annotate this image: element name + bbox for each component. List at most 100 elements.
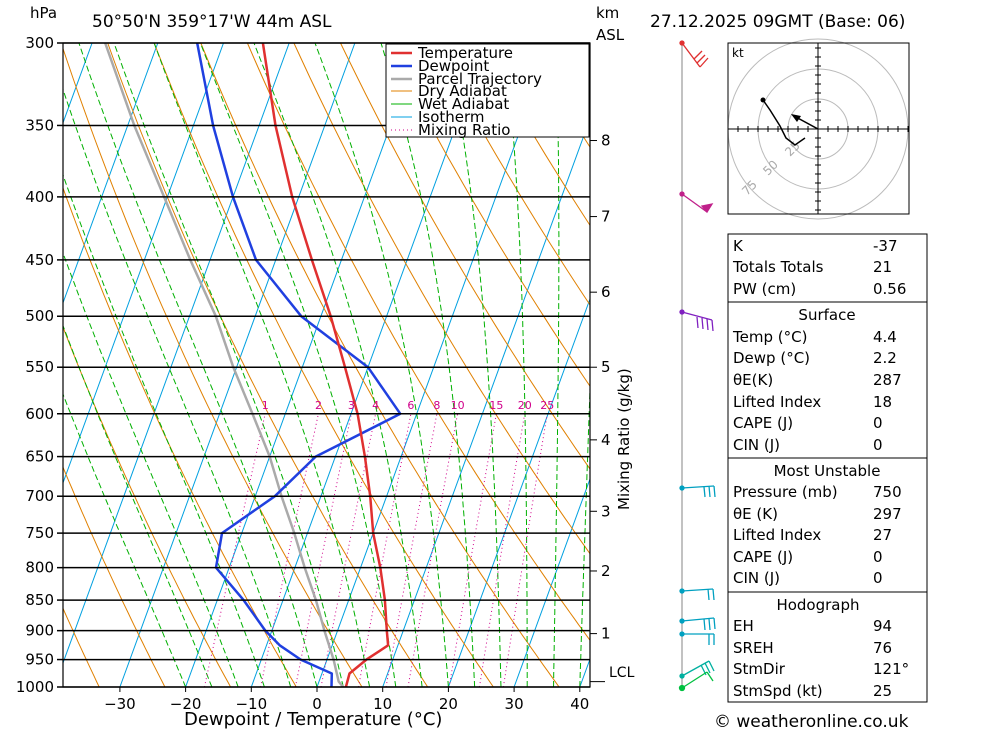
temperature-tick-label: −20 [170, 695, 202, 713]
mixing-ratio-axis-title: Mixing Ratio (g/kg) [615, 368, 633, 510]
stmdir-label: StmDir [733, 660, 786, 678]
legend: Temperature Dewpoint Parcel Trajectory D… [385, 43, 590, 139]
mu-pressure-value: 750 [873, 483, 902, 501]
stmspd-label: StmSpd (kt) [733, 682, 823, 700]
wind-barb-surface [678, 671, 714, 692]
mixing-ratio-label: 25 [540, 399, 554, 412]
legend-wet-adiabat: Wet Adiabat [418, 95, 509, 113]
pw-value: 0.56 [873, 280, 906, 298]
mixing-ratio-label: 6 [407, 399, 414, 412]
isotherm-line [316, 43, 553, 687]
wet-adiabat-line [113, 43, 344, 687]
mu-theta-label: θE (K) [733, 505, 778, 523]
isotherm-line [447, 297, 590, 687]
mixing-ratio-label: 20 [518, 399, 532, 412]
pressure-tick-label: 350 [25, 116, 54, 134]
datetime-title: 27.12.2025 09GMT (Base: 06) [650, 12, 905, 32]
pressure-tick-label: 750 [25, 524, 54, 542]
wet-adiabat-line [78, 43, 318, 687]
temperature-tick-label: 30 [505, 695, 524, 713]
location-title: 50°50'N 359°17'W 44m ASL [92, 12, 332, 32]
indices-table: K -37 Totals Totals 21 PW (cm) 0.56 [727, 233, 928, 303]
mixing-ratio-labels: 1 2 3 4 6 8 10 15 20 25 [262, 399, 555, 412]
isotherm-line [185, 43, 422, 687]
pressure-axis-labels: 300 350 400 450 500 550 600 650 700 750 800 850 900 9… [16, 34, 63, 696]
legend-dry-adiabat: Dry Adiabat [418, 82, 507, 100]
wet-adiabat-line [445, 43, 502, 687]
temperature-tick-label: −30 [104, 695, 136, 713]
mu-li-label: Lifted Index [733, 526, 821, 544]
surface-li-value: 18 [873, 393, 892, 411]
km-tick-label: 1 [601, 625, 611, 643]
pressure-tick-label: 550 [25, 358, 54, 376]
pressure-tick-label: 1000 [16, 678, 54, 696]
eh-label: EH [733, 617, 754, 635]
hodograph-ticks [727, 47, 909, 211]
mixing-ratio-label: 1 [262, 399, 269, 412]
parcel-trajectory-line [104, 43, 345, 687]
k-index-value: -37 [873, 237, 898, 255]
hodograph-trace-top [760, 97, 766, 103]
dry-adiabat-line [153, 43, 494, 687]
dry-adiabat-line [386, 43, 590, 388]
surface-dewp-value: 2.2 [873, 349, 897, 367]
mixing-ratio-line [407, 413, 459, 687]
surface-theta-label: θE(K) [733, 371, 773, 389]
pressure-tick-label: 650 [25, 448, 54, 466]
asl-unit-label: ASL [596, 26, 625, 44]
most-unstable-title: Most Unstable [774, 462, 881, 480]
dry-adiabat-line [63, 465, 166, 687]
temperature-tick-label: 10 [373, 695, 392, 713]
sreh-label: SREH [733, 639, 774, 657]
wind-barb-400 [679, 191, 714, 214]
totals-totals-label: Totals Totals [732, 258, 824, 276]
wet-adiabat-line [63, 392, 187, 687]
mu-cin-value: 0 [873, 569, 883, 587]
pressure-tick-label: 600 [25, 405, 54, 423]
pressure-tick-label: 300 [25, 34, 54, 52]
surface-cape-label: CAPE (J) [733, 414, 793, 432]
wind-barb-500 [679, 309, 714, 332]
isotherm-line [119, 43, 356, 687]
temperature-tick-label: −10 [235, 695, 267, 713]
surface-cin-label: CIN (J) [733, 436, 780, 454]
hodograph-trace [762, 99, 806, 146]
totals-totals-value: 21 [873, 258, 892, 276]
surface-temp-label: Temp (°C) [732, 328, 807, 346]
hodograph-unit: kt [732, 46, 744, 60]
mu-cin-label: CIN (J) [733, 569, 780, 587]
temperature-tick-label: 20 [439, 695, 458, 713]
isotherm-line [250, 43, 487, 687]
hpa-unit-label: hPa [30, 4, 57, 22]
temperature-axis-labels: −30 −20 −10 0 10 20 30 40 [104, 687, 589, 713]
stmdir-value: 121° [873, 660, 909, 678]
hodograph-params-title: Hodograph [776, 596, 859, 614]
most-unstable-table: Most Unstable Pressure (mb) 750 θE (K) 2… [727, 457, 928, 593]
temperature-tick-label: 0 [312, 695, 322, 713]
km-tick-label: 7 [601, 208, 611, 226]
mixing-ratio-label: 4 [372, 399, 379, 412]
km-tick-label: 6 [601, 283, 611, 301]
pressure-tick-label: 500 [25, 307, 54, 325]
hodograph-storm-arrowhead [791, 114, 801, 122]
legend-temperature: Temperature [417, 44, 513, 62]
km-tick-label: 4 [601, 431, 611, 449]
legend-parcel: Parcel Trajectory [418, 70, 542, 88]
dry-adiabat-line [200, 43, 560, 687]
dry-adiabat-line [433, 43, 590, 306]
pressure-tick-label: 900 [25, 622, 54, 640]
x-axis-title: Dewpoint / Temperature (°C) [184, 709, 442, 730]
sreh-value: 76 [873, 639, 892, 657]
dry-adiabat-line [899, 43, 1000, 687]
surface-cape-value: 0 [873, 414, 883, 432]
pressure-tick-label: 950 [25, 651, 54, 669]
wet-adiabat-line [504, 43, 528, 687]
surface-temp-value: 4.4 [873, 328, 897, 346]
km-axis: 8 7 6 5 4 3 2 1 [590, 132, 611, 683]
mixing-ratio-line [385, 413, 438, 687]
mixing-ratio-label: 8 [433, 399, 440, 412]
mixing-ratio-line [204, 413, 266, 687]
mixing-ratio-line [358, 413, 412, 687]
mu-pressure-label: Pressure (mb) [733, 483, 838, 501]
mu-cape-value: 0 [873, 548, 883, 566]
